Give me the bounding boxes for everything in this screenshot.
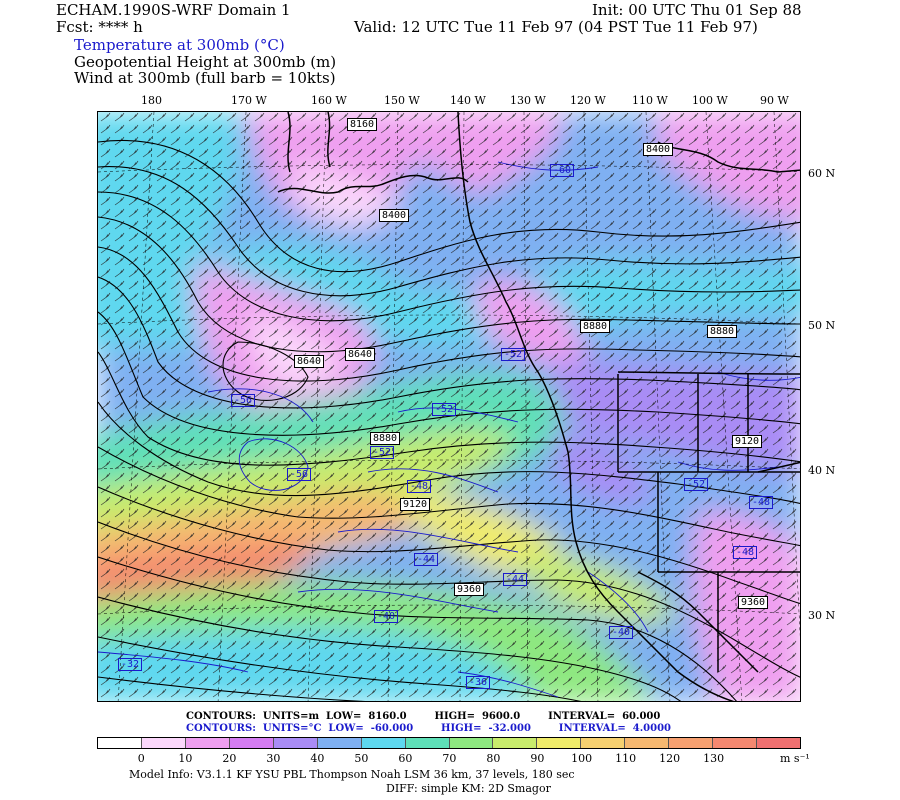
lon-label: 150 W: [384, 94, 420, 107]
temp-label: -36: [466, 676, 491, 689]
lat-label: 50 N: [808, 319, 836, 332]
graticule: [98, 112, 800, 701]
height-label: 9120: [732, 435, 763, 448]
temp-label: -44: [414, 553, 439, 566]
height-label: 9360: [738, 596, 769, 609]
colorbar-tick-label: 60: [398, 752, 413, 765]
colorbar-unit: m s⁻¹: [780, 752, 810, 765]
lon-label: 90 W: [760, 94, 789, 107]
height-label: 8640: [294, 355, 325, 368]
field-wind: Wind at 300mb (full barb = 10kts): [74, 69, 336, 87]
diff-info: DIFF: simple KM: 2D Smagor: [386, 782, 551, 795]
temp-label: -44: [503, 573, 528, 586]
coastlines: [277, 112, 800, 701]
contour-info-height: CONTOURS: UNITS=m LOW= 8160.0 HIGH= 9600…: [186, 711, 661, 722]
temp-label: -52: [684, 478, 709, 491]
colorbar-tick-label: 70: [442, 752, 457, 765]
temp-label: -52: [370, 446, 395, 459]
map-panel: 8160 8400 8400 8880 8880 8640 8640 8880 …: [97, 111, 801, 702]
colorbar-tick-label: 40: [310, 752, 325, 765]
height-label: 9120: [400, 498, 431, 511]
lon-label: 110 W: [632, 94, 668, 107]
lon-label: 170 W: [231, 94, 267, 107]
temp-label: -52: [501, 348, 526, 361]
colorbar-swatch: [360, 738, 405, 748]
lon-label: 160 W: [311, 94, 347, 107]
colorbar-swatch: [184, 738, 229, 748]
temp-label: -52: [432, 403, 457, 416]
field-temperature: Temperature at 300mb (°C): [74, 36, 285, 54]
colorbar-tick-label: 50: [354, 752, 369, 765]
lon-label: 100 W: [692, 94, 728, 107]
lon-label: 180: [141, 94, 162, 107]
lon-label: 130 W: [510, 94, 546, 107]
colorbar-swatch: [140, 738, 185, 748]
lon-label: 120 W: [570, 94, 606, 107]
height-label: 9360: [454, 583, 485, 596]
temp-label: -56: [231, 394, 256, 407]
lon-label: 140 W: [450, 94, 486, 107]
colorbar-swatch: [228, 738, 273, 748]
model-title: ECHAM.1990S-WRF Domain 1: [56, 1, 291, 19]
temp-label: -40: [609, 626, 634, 639]
colorbar-swatch: [448, 738, 493, 748]
init-time: Init: 00 UTC Thu 01 Sep 88: [592, 1, 802, 19]
temp-label: -32: [118, 658, 143, 671]
colorbar: [97, 737, 801, 749]
colorbar-tick-label: 120: [659, 752, 681, 765]
colorbar-swatch: [98, 738, 141, 748]
height-label: 8160: [347, 118, 378, 131]
temp-label: -40: [374, 610, 399, 623]
colorbar-tick-label: 10: [178, 752, 193, 765]
colorbar-tick-label: 100: [571, 752, 593, 765]
height-label: 8400: [379, 209, 410, 222]
colorbar-swatch: [580, 738, 625, 748]
lat-label: 40 N: [808, 464, 836, 477]
colorbar-swatch: [492, 738, 537, 748]
height-label: 8880: [580, 320, 611, 333]
height-label: 8880: [370, 432, 401, 445]
lat-label: 30 N: [808, 609, 836, 622]
temp-label: -56: [287, 468, 312, 481]
temp-label: -48: [733, 546, 758, 559]
height-label: 8880: [707, 325, 738, 338]
height-label: 8640: [345, 348, 376, 361]
colorbar-swatch: [624, 738, 669, 748]
colorbar-swatch: [404, 738, 449, 748]
colorbar-tick-label: 30: [266, 752, 281, 765]
colorbar-swatch: [668, 738, 713, 748]
temp-label: -48: [407, 480, 432, 493]
colorbar-swatch: [272, 738, 317, 748]
forecast-hour: Fcst: **** h: [56, 18, 143, 36]
colorbar-swatch: [536, 738, 581, 748]
colorbar-swatch: [316, 738, 361, 748]
colorbar-swatch: [712, 738, 757, 748]
temperature-contours: [98, 161, 800, 698]
valid-time: Valid: 12 UTC Tue 11 Feb 97 (04 PST Tue …: [354, 18, 758, 36]
colorbar-tick-label: 0: [137, 752, 145, 765]
lat-label: 60 N: [808, 167, 836, 180]
colorbar-swatch: [756, 738, 800, 748]
map-svg: [98, 112, 800, 701]
height-label: 8400: [643, 143, 674, 156]
temp-label: -60: [550, 164, 575, 177]
temp-label: -48: [749, 496, 774, 509]
contour-info-temp: CONTOURS: UNITS=°C LOW= -60.000 HIGH= -3…: [186, 723, 672, 734]
model-info: Model Info: V3.1.1 KF YSU PBL Thompson N…: [129, 768, 575, 781]
field-height: Geopotential Height at 300mb (m): [74, 53, 337, 71]
colorbar-tick-label: 20: [222, 752, 237, 765]
colorbar-tick-label: 110: [615, 752, 637, 765]
colorbar-tick-label: 130: [703, 752, 725, 765]
colorbar-tick-label: 80: [486, 752, 501, 765]
colorbar-tick-label: 90: [530, 752, 545, 765]
